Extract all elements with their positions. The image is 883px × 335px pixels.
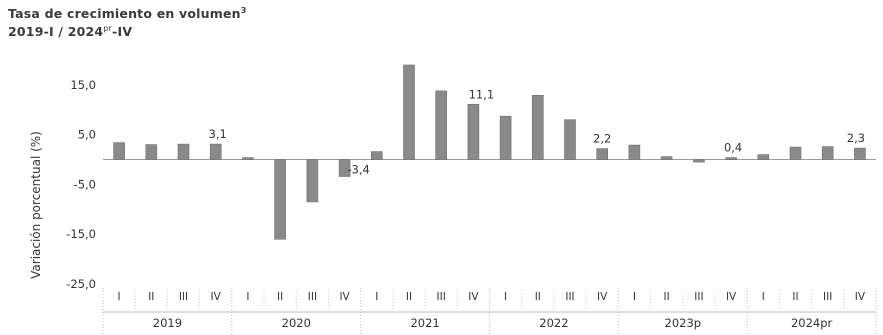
- subtitle-start: 2019-I / 2024: [8, 24, 104, 40]
- axes: 15,05,0-5,0-15,0-25,0I II III IV I II III IV I II…: [66, 78, 877, 335]
- data-label: 3,1: [209, 127, 227, 141]
- year-label: 2020: [282, 316, 311, 330]
- bars: [113, 64, 866, 240]
- subtitle-superscript: pr: [103, 24, 113, 33]
- chart-title: Tasa de crecimiento en volumen3: [8, 6, 247, 21]
- data-label: 0,4: [724, 141, 742, 155]
- quarter-label: I: [118, 291, 121, 303]
- quarter-label: II: [663, 291, 669, 303]
- bar-2020-i: [242, 157, 254, 160]
- bar-2024pr-iii: [821, 146, 834, 160]
- y-tick-label: -15,0: [66, 227, 96, 241]
- bar-2019-ii: [145, 144, 158, 160]
- chart-title-text: Tasa de crecimiento en volumen: [8, 6, 241, 22]
- quarter-label: II: [148, 291, 154, 303]
- bar-2022-ii: [531, 95, 544, 160]
- bar-2023p-i: [628, 144, 641, 160]
- quarter-label: I: [504, 291, 507, 303]
- y-tick-label: 5,0: [78, 128, 96, 142]
- bar-2021-ii: [403, 64, 415, 160]
- quarter-label: II: [277, 291, 283, 303]
- bar-2020-iii: [306, 159, 319, 203]
- data-label: 2,3: [847, 131, 865, 145]
- y-tick-label: 15,0: [70, 78, 96, 92]
- bar-2020-ii: [274, 159, 286, 240]
- quarter-label: III: [437, 291, 446, 303]
- year-label: 2024pr: [791, 316, 833, 330]
- y-tick-label: -5,0: [74, 177, 96, 191]
- data-label: -3,4: [347, 163, 369, 177]
- y-tick-label: -25,0: [66, 277, 96, 291]
- quarter-label: III: [308, 291, 317, 303]
- bar-2022-i: [499, 115, 512, 160]
- quarter-label: IV: [339, 291, 350, 303]
- quarter-label: II: [535, 291, 541, 303]
- quarter-label: II: [406, 291, 412, 303]
- bar-2021-i: [370, 151, 383, 160]
- y-axis-label: Variación porcentual (%): [29, 131, 43, 279]
- quarter-label: III: [694, 291, 703, 303]
- bar-2024pr-ii: [789, 146, 802, 160]
- quarter-label: I: [375, 291, 378, 303]
- subtitle-end: -IV: [112, 24, 133, 40]
- bar-2024pr-iv: [854, 147, 866, 160]
- quarter-label: IV: [855, 291, 866, 303]
- bar-2022-iii: [564, 119, 576, 160]
- quarter-label: IV: [597, 291, 608, 303]
- bar-2024pr-i: [757, 154, 770, 160]
- quarter-label: III: [179, 291, 188, 303]
- bar-2023p-iii: [693, 159, 705, 163]
- bar-2021-iii: [435, 90, 448, 160]
- quarter-label: III: [823, 291, 832, 303]
- year-label: 2022: [539, 316, 568, 330]
- bar-2020-iv: [338, 159, 351, 177]
- quarter-label: IV: [211, 291, 222, 303]
- bar-2019-iv: [209, 143, 222, 160]
- bar-2019-i: [113, 142, 125, 160]
- quarter-label: II: [792, 291, 798, 303]
- year-label: 2019: [153, 316, 182, 330]
- bar-2022-iv: [596, 148, 609, 160]
- quarter-label: IV: [726, 291, 737, 303]
- bar-2021-iv: [467, 104, 480, 160]
- data-label: 11,1: [469, 87, 495, 101]
- quarter-label: I: [246, 291, 249, 303]
- bar-2019-iii: [177, 143, 190, 160]
- bar-2023p-iv: [725, 157, 737, 160]
- chart-title-footnote: 3: [240, 6, 247, 15]
- quarter-label: I: [762, 291, 765, 303]
- year-label: 2023p: [665, 316, 702, 330]
- data-label: 2,2: [593, 132, 611, 146]
- year-label: 2021: [410, 316, 439, 330]
- bar-2023p-ii: [660, 156, 673, 160]
- data-labels: 3,1 -3,4 11,1 2,2 0,4 2,3: [209, 87, 865, 176]
- quarter-label: IV: [468, 291, 479, 303]
- chart-subtitle: 2019-I / 2024pr-IV: [8, 24, 132, 39]
- quarter-label: III: [565, 291, 574, 303]
- quarter-label: I: [633, 291, 636, 303]
